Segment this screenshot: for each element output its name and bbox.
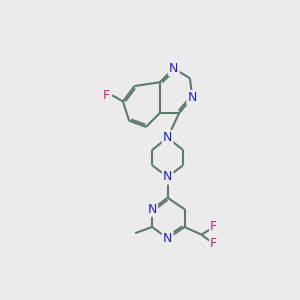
Text: F: F [102, 89, 110, 102]
Text: F: F [210, 220, 218, 233]
Text: N: N [163, 131, 172, 144]
Text: N: N [163, 170, 172, 183]
Text: N: N [169, 62, 178, 75]
Text: N: N [163, 232, 172, 245]
Text: F: F [210, 237, 218, 250]
Text: N: N [148, 203, 157, 216]
Text: N: N [188, 91, 197, 104]
